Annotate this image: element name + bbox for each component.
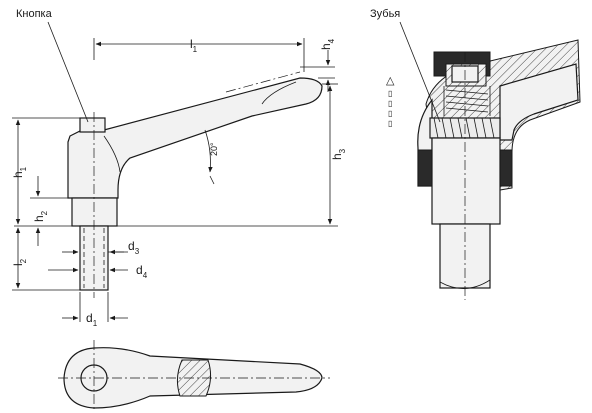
hub-collar: [71, 197, 118, 227]
section-hub-body: [431, 137, 501, 225]
dim-d4: d4: [136, 263, 148, 280]
dim-d3: d3: [128, 239, 140, 256]
dim-h4: h4: [319, 38, 336, 50]
section-spring: [443, 86, 491, 116]
legend-box: ▯: [388, 119, 392, 128]
dim-l1: l1: [190, 37, 198, 54]
legend-triangle: △: [386, 75, 395, 87]
dim-h3: h3: [330, 148, 347, 160]
legend-box: ▯: [388, 109, 392, 118]
lever-body: [67, 77, 323, 199]
dim-l2: l2: [11, 258, 28, 266]
teeth-leader: [399, 21, 441, 123]
dim-d1: d1: [86, 311, 98, 328]
knob: [79, 117, 106, 133]
angle-label: 20°: [209, 142, 219, 156]
dim-h2: h2: [32, 210, 49, 222]
knob-label: Кнопка: [16, 8, 53, 20]
top-view: [58, 340, 330, 412]
teeth-label: Зубья: [370, 8, 400, 20]
knob-leader: [47, 21, 89, 123]
dim-h1: h1: [11, 166, 28, 178]
legend-box: ▯: [388, 99, 392, 108]
side-view: 20°: [67, 71, 323, 298]
legend-box: ▯: [388, 89, 392, 98]
section-view: [417, 39, 581, 300]
